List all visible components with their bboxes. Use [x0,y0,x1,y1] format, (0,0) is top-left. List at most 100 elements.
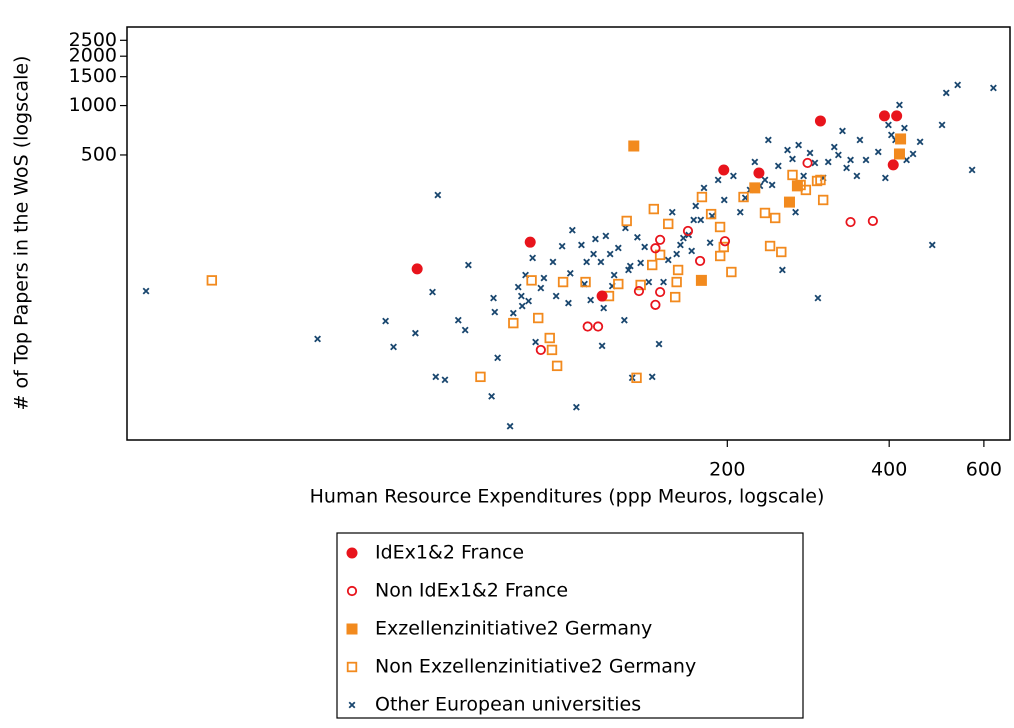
point [800,172,808,180]
point [789,155,796,163]
point [546,344,558,356]
point [856,136,864,144]
point [893,148,905,160]
point [843,164,851,172]
point [729,172,737,180]
point [928,241,936,249]
point [792,208,800,216]
point [596,290,608,302]
point [749,182,761,194]
point [600,304,608,312]
point [572,403,580,411]
point [845,216,856,228]
legend-label: Other European universities [375,694,641,716]
point [867,215,878,227]
x-axis-label: Human Resource Expenditures (ppp Meuros,… [310,486,825,508]
point [461,326,469,334]
point [862,156,870,164]
point [625,266,632,274]
legend-box [336,532,804,719]
point [533,312,544,324]
point [509,309,517,317]
point [490,294,497,302]
point [671,276,682,288]
point [633,233,641,241]
point [720,196,728,204]
point [590,250,597,258]
point [591,235,599,243]
point [802,157,813,169]
point [676,241,684,249]
point [620,316,628,324]
point [206,275,218,286]
point [776,246,787,258]
point [535,344,546,356]
point [314,335,322,343]
point [635,279,646,291]
point [815,174,826,186]
point [626,262,634,270]
point [551,360,563,372]
point [655,286,666,298]
point [668,208,676,216]
point [669,291,681,303]
point [954,81,962,89]
point [768,181,776,189]
point [673,250,681,258]
point [411,329,419,337]
x-tick-label: 600 [966,459,1002,481]
point [641,243,649,251]
plot-frame [126,26,1011,441]
point [432,373,440,381]
point [549,258,557,266]
point [647,259,658,271]
point [610,271,618,279]
point [714,176,722,184]
point [909,150,917,158]
point [787,169,798,181]
point [682,225,694,237]
point [692,202,700,210]
point [598,342,606,350]
point [895,133,907,145]
point [714,250,726,262]
legend-marker [348,701,356,709]
point [887,159,899,171]
point [566,269,574,277]
point [508,317,519,329]
point [811,159,819,167]
point [578,241,585,249]
point [631,372,642,384]
point [382,317,390,325]
point [660,278,667,286]
point [506,422,514,430]
point [526,275,537,286]
point [540,274,548,282]
point [529,254,537,262]
point [679,234,687,242]
y-tick-label: 1000 [69,94,117,116]
legend-marker [346,547,358,559]
point [989,84,997,92]
point [696,191,708,203]
point [700,184,708,192]
point [761,176,769,184]
point [475,371,486,383]
point [429,288,436,296]
point [582,321,593,332]
point [558,242,566,250]
point [614,244,622,252]
point [690,216,698,224]
legend-label: IdEx1&2 France [375,542,524,564]
point [544,332,555,344]
point [738,191,749,203]
point [663,218,674,230]
point [751,158,759,166]
point [494,354,502,362]
point [784,146,791,154]
point [942,89,950,97]
point [672,264,684,276]
point [839,127,846,135]
point [142,287,150,295]
point [726,266,737,278]
